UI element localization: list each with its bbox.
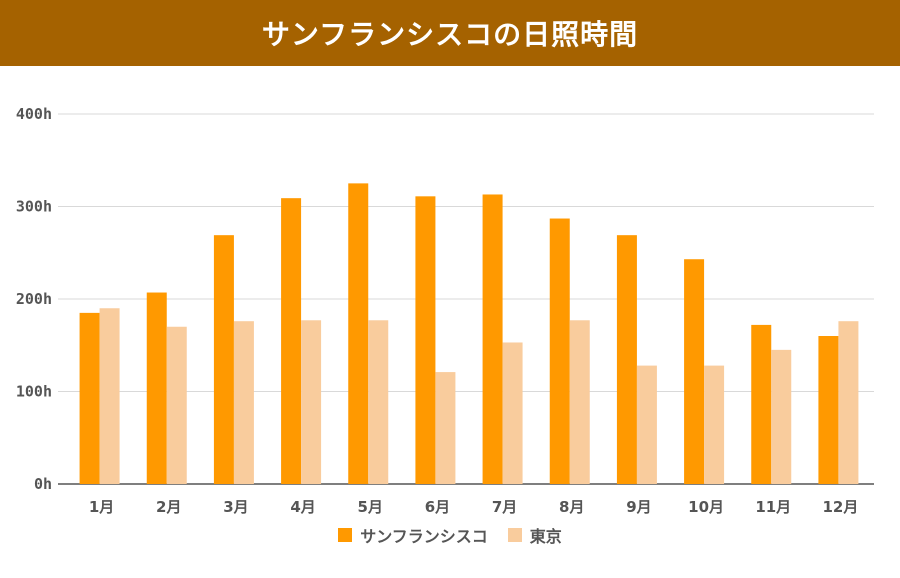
x-tick-label: 1月 [89, 498, 114, 516]
bar-tokyo [838, 321, 859, 484]
legend-label-san-francisco: サンフランシスコ [360, 527, 488, 546]
bar-tokyo [368, 320, 389, 484]
bar-san-francisco [79, 312, 100, 484]
x-tick-label: 12月 [822, 498, 858, 516]
gridlines [58, 113, 874, 485]
y-tick-label: 300h [16, 198, 52, 216]
bar-tokyo [99, 308, 120, 484]
y-tick-label: 200h [16, 290, 52, 308]
legend-item-san-francisco: サンフランシスコ [338, 523, 488, 547]
bar-san-francisco [549, 218, 570, 484]
legend-item-tokyo: 東京 [507, 523, 562, 547]
y-tick-label: 0h [34, 475, 52, 493]
bar-san-francisco [616, 235, 637, 484]
y-axis-ticks: 0h 100h 200h 300h 400h [16, 105, 52, 493]
bar-san-francisco [348, 183, 369, 484]
x-tick-label: 5月 [358, 498, 383, 516]
x-tick-label: 11月 [755, 498, 791, 516]
title-banner: サンフランシスコの日照時間 [0, 0, 900, 66]
bar-tokyo [502, 342, 523, 484]
bar-tokyo [166, 326, 187, 484]
legend-swatch-san-francisco [338, 528, 353, 542]
x-tick-label: 6月 [425, 498, 450, 516]
bar-tokyo [771, 349, 792, 484]
chart-title: サンフランシスコの日照時間 [261, 18, 639, 51]
legend-label-tokyo: 東京 [529, 527, 562, 546]
bar-tokyo [301, 320, 322, 484]
bars [79, 183, 859, 485]
bar-tokyo [569, 320, 590, 484]
legend-swatch-tokyo [507, 528, 522, 542]
x-tick-label: 3月 [223, 498, 248, 516]
bar-san-francisco [146, 292, 167, 484]
bar-tokyo [435, 372, 456, 484]
bar-tokyo [233, 321, 254, 484]
bar-san-francisco [751, 324, 772, 484]
legend: サンフランシスコ 東京 [0, 523, 900, 547]
x-tick-label: 9月 [626, 498, 651, 516]
x-tick-label: 8月 [559, 498, 584, 516]
x-tick-label: 7月 [492, 498, 517, 516]
bar-chart: 0h 100h 200h 300h 400h 1月 2月 3月 4月 5月 6月 7月 8月 9月 10月… [16, 105, 874, 516]
x-tick-label: 2月 [156, 498, 181, 516]
y-tick-label: 400h [16, 105, 52, 123]
bar-tokyo [704, 365, 725, 484]
bar-san-francisco [818, 336, 839, 484]
x-tick-label: 10月 [688, 498, 724, 516]
bar-san-francisco [213, 235, 234, 484]
bar-san-francisco [684, 259, 705, 484]
bar-san-francisco [281, 198, 302, 485]
bar-san-francisco [415, 196, 436, 484]
x-axis-ticks: 1月 2月 3月 4月 5月 6月 7月 8月 9月 10月 11月 12月 [89, 498, 858, 516]
y-tick-label: 100h [16, 383, 52, 401]
x-tick-label: 4月 [290, 498, 315, 516]
bar-san-francisco [482, 194, 503, 484]
bar-tokyo [636, 365, 657, 484]
